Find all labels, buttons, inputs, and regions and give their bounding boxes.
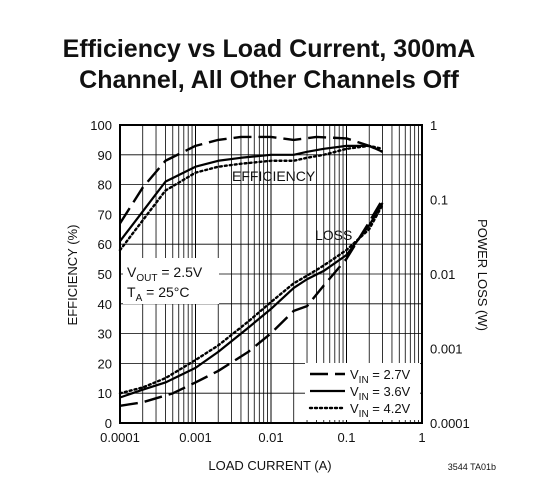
loss-series-line-dotted [118, 203, 384, 395]
y-left-tick-label: 60 [98, 237, 112, 252]
loss-annotation: LOSS [315, 227, 352, 243]
y-left-tick-label: 20 [98, 356, 112, 371]
y-right-tick-label: 0.1 [430, 193, 448, 208]
y-left-tick-label: 80 [98, 178, 112, 193]
y-left-tick-label: 10 [98, 386, 112, 401]
chart-title-line-2: Channel, All Other Channels Off [79, 66, 459, 94]
series-layer [118, 135, 384, 408]
y-left-tick-label: 50 [98, 267, 112, 282]
y-right-tick-label: 0.01 [430, 267, 455, 282]
legend-entry-label: VIN = 3.6V [350, 384, 411, 403]
plot-frame [119, 124, 423, 424]
efficiency-series-line-solid [119, 144, 383, 242]
condition-line: VOUT = 2.5V [127, 264, 203, 284]
y-left-tick-label: 90 [98, 148, 112, 163]
tick-labels: 0.0001 0.001 0.01 0.1 1010203040506070809010… [90, 118, 469, 445]
x-tick-label: 0.1 [337, 430, 355, 445]
figure-code: 3544 TA01b [448, 462, 496, 472]
efficiency-series-line-dotted [118, 144, 384, 252]
y-axis-right-label: POWER LOSS (W) [475, 219, 490, 331]
efficiency-annotation: EFFICIENCY [232, 168, 316, 184]
loss-series-line-long-dash [119, 198, 384, 408]
legend-entry-label: VIN = 2.7V [350, 367, 411, 386]
x-tick-label: 1 [418, 430, 425, 445]
y-left-tick-label: 40 [98, 297, 112, 312]
x-axis-label: LOAD CURRENT (A) [208, 458, 331, 473]
efficiency-series-line-long-dash [118, 135, 384, 224]
y-left-tick-label: 0 [105, 416, 112, 431]
y-left-tick-label: 100 [90, 118, 112, 133]
x-tick-label: 0.001 [179, 430, 212, 445]
y-left-tick-label: 30 [98, 327, 112, 342]
y-left-tick-label: 70 [98, 207, 112, 222]
y-axis-left-label: EFFICIENCY (%) [65, 225, 80, 326]
y-right-tick-label: 0.001 [430, 342, 463, 357]
loss-series-line-solid [119, 202, 384, 399]
conditions-background [123, 258, 219, 304]
y-right-tick-label: 0.0001 [430, 416, 470, 431]
y-right-tick-label: 1 [430, 118, 437, 133]
x-tick-label: 0.01 [258, 430, 283, 445]
legend-entry-label: VIN = 4.2V [350, 401, 411, 420]
x-tick-label: 0.0001 [100, 430, 140, 445]
condition-line: TA = 25°C [127, 284, 189, 304]
chart-title-line-1: Efficiency vs Load Current, 300mA [63, 35, 476, 63]
